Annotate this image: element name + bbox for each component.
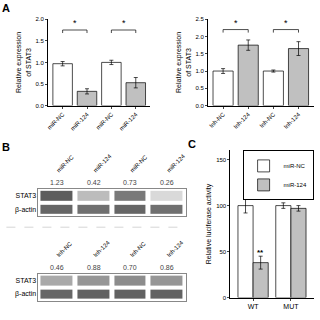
svg-text:*: *: [284, 18, 288, 28]
svg-text:0: 0: [223, 295, 227, 301]
svg-text:miR-NC: miR-NC: [129, 154, 149, 174]
svg-text:150: 150: [216, 157, 227, 163]
svg-text:0.86: 0.86: [160, 264, 174, 271]
svg-text:100: 100: [216, 203, 227, 209]
svg-text:*: *: [234, 18, 238, 28]
svg-text:0.88: 0.88: [87, 264, 101, 271]
svg-text:0.5: 0.5: [195, 85, 204, 91]
svg-text:B: B: [2, 141, 10, 153]
svg-text:Inh-124: Inh-124: [92, 239, 111, 258]
svg-text:β-actin: β-actin: [15, 206, 36, 214]
svg-text:50: 50: [220, 249, 227, 255]
svg-text:miR-124: miR-124: [166, 153, 187, 174]
svg-text:miR-124: miR-124: [284, 182, 307, 188]
svg-text:C: C: [188, 138, 196, 150]
svg-text:miR-NC: miR-NC: [284, 163, 306, 169]
svg-text:1.0: 1.0: [35, 60, 44, 66]
svg-text:0.0: 0.0: [35, 103, 44, 109]
svg-text:*: *: [122, 18, 126, 28]
svg-text:0.46: 0.46: [50, 264, 64, 271]
svg-text:MUT: MUT: [283, 303, 299, 310]
svg-text:1.5: 1.5: [35, 38, 44, 44]
svg-text:STAT3: STAT3: [16, 192, 37, 199]
svg-text:Inh-124: Inh-124: [232, 111, 251, 130]
svg-text:Inh-124: Inh-124: [283, 111, 302, 130]
svg-text:A: A: [2, 2, 10, 14]
svg-text:Inh-124: Inh-124: [166, 239, 185, 258]
svg-text:0.5: 0.5: [35, 81, 44, 87]
svg-text:1.23: 1.23: [50, 179, 64, 186]
svg-text:0.73: 0.73: [123, 179, 137, 186]
svg-text:miR-124: miR-124: [118, 111, 139, 132]
svg-text:Inh-NC: Inh-NC: [259, 111, 277, 129]
svg-text:0.0: 0.0: [195, 103, 204, 109]
svg-text:STAT3: STAT3: [16, 277, 37, 284]
svg-text:Inh-NC: Inh-NC: [129, 240, 147, 258]
svg-text:miR-124: miR-124: [92, 153, 113, 174]
svg-text:2.5: 2.5: [195, 16, 204, 22]
svg-text:miR-NC: miR-NC: [55, 154, 75, 174]
svg-text:Inh-NC: Inh-NC: [55, 240, 73, 258]
svg-text:1.5: 1.5: [195, 51, 204, 57]
svg-text:miR-124: miR-124: [70, 111, 91, 132]
svg-text:0.26: 0.26: [160, 179, 174, 186]
svg-text:miR-NC: miR-NC: [46, 111, 66, 131]
svg-text:Relative luciferase activity: Relative luciferase activity: [205, 183, 213, 264]
svg-text:Relative expressionof STAT3: Relative expressionof STAT3: [15, 32, 31, 93]
svg-text:β-actin: β-actin: [15, 290, 36, 298]
svg-text:WT: WT: [248, 303, 260, 310]
svg-text:0.42: 0.42: [87, 179, 101, 186]
svg-text:miR-NC: miR-NC: [95, 111, 115, 131]
svg-text:Relative expressionof STAT3: Relative expressionof STAT3: [175, 32, 191, 93]
svg-text:0.70: 0.70: [123, 264, 137, 271]
svg-text:*: *: [73, 18, 77, 28]
svg-text:**: **: [257, 248, 264, 257]
svg-text:Inh-NC: Inh-NC: [208, 111, 226, 129]
svg-text:2.0: 2.0: [195, 34, 204, 40]
svg-text:1.0: 1.0: [195, 68, 204, 74]
svg-text:2.0: 2.0: [35, 16, 44, 22]
